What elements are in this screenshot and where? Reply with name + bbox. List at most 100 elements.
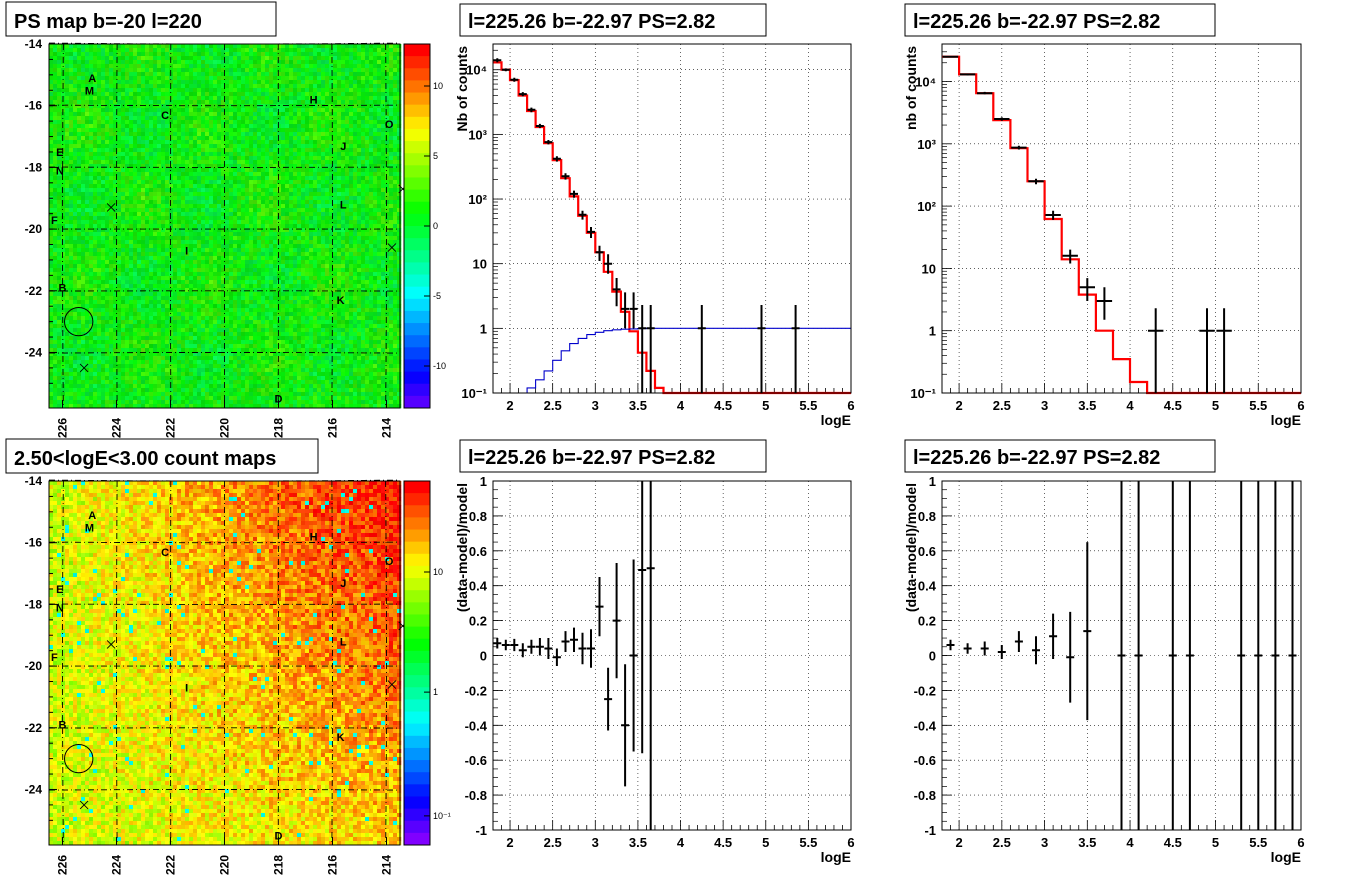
data-point [510, 77, 519, 82]
x-tick-label: 4 [1126, 398, 1134, 413]
map-x-tick-label: 226 [56, 855, 70, 875]
source-label-J: J [340, 141, 346, 153]
data-point [1134, 481, 1143, 830]
x-tick-label: 5 [1212, 398, 1219, 413]
map-x-tick-label: 224 [110, 855, 124, 875]
data-point [493, 638, 502, 649]
plot-frame [941, 43, 1302, 394]
ps-map-image [49, 44, 402, 409]
colorbar-tick-label: 10 [433, 567, 443, 577]
x-tick-label: 6 [1297, 835, 1304, 850]
panel-title: PS map b=-20 l=220 [14, 11, 202, 33]
x-axis-label: logE [1271, 849, 1301, 865]
colorbar-tick-label: 10⁻¹ [433, 811, 451, 821]
colorbar-tick-label: 0 [433, 221, 438, 231]
source-label-L: L [340, 199, 347, 211]
y-tick-label: 0.4 [918, 579, 937, 594]
x-axis-label: logE [821, 412, 851, 428]
source-label-B: B [59, 283, 67, 295]
data-point [570, 627, 578, 652]
panel-title-box [904, 439, 1216, 473]
data-point [1079, 278, 1095, 301]
source-label-L: L [340, 636, 347, 648]
x-tick-label: 6 [847, 398, 854, 413]
colorbar-tick-label: -5 [433, 291, 441, 301]
source-label-N: N [56, 602, 64, 614]
data-point [535, 638, 544, 656]
x-tick-label: 3.5 [629, 398, 647, 413]
source-label-F: F [51, 215, 58, 227]
data-point [1062, 249, 1078, 264]
source-label-O: O [385, 119, 394, 131]
source-circle [64, 306, 94, 337]
map-x-tick-label: 214 [380, 855, 394, 875]
plot-frame [492, 43, 852, 394]
y-tick-label: -0.6 [914, 753, 936, 768]
data-point [942, 55, 959, 58]
data-point [1045, 210, 1061, 220]
data-point [578, 632, 587, 665]
x-tick-label: 2.5 [993, 398, 1011, 413]
map-y-tick-label: -24 [25, 345, 43, 359]
y-tick-label: -0.4 [914, 718, 937, 733]
cross-marker [79, 363, 89, 373]
map-x-tick-label: 214 [380, 418, 394, 438]
y-tick-label: -0.8 [914, 788, 936, 803]
x-tick-label: 6 [847, 835, 854, 850]
data-point [1049, 613, 1058, 659]
data-point [994, 117, 1010, 121]
y-tick-label: 0 [929, 649, 936, 664]
y-tick-label: 1 [480, 321, 487, 336]
y-tick-label: -0.8 [465, 788, 487, 803]
data-point [612, 563, 621, 679]
y-axis-label: Nb of counts [454, 46, 470, 132]
data-point [697, 305, 706, 393]
panel-title-box [459, 439, 767, 473]
source-label-H: H [310, 532, 318, 544]
source-circle [64, 743, 94, 774]
data-point [1083, 542, 1092, 721]
y-tick-label: -0.2 [914, 683, 936, 698]
data-point [1288, 481, 1297, 830]
map-y-tick-label: -18 [25, 597, 43, 611]
y-tick-label: 10² [468, 192, 487, 207]
source-label-I: I [185, 246, 188, 258]
colorbar-tick-label: 1 [433, 687, 438, 697]
y-tick-label: 0.8 [469, 509, 487, 524]
x-tick-label: 3.5 [1078, 835, 1096, 850]
data-point [552, 648, 561, 666]
y-tick-label: 1 [929, 324, 936, 339]
data-point [518, 643, 527, 658]
y-tick-label: -1 [924, 823, 936, 838]
map-y-tick-label: -14 [25, 474, 43, 488]
y-tick-label: 10 [922, 261, 936, 276]
x-tick-label: 3 [1041, 835, 1048, 850]
x-tick-label: 4.5 [714, 835, 732, 850]
count-map-image [49, 481, 402, 846]
cross-marker [387, 680, 397, 689]
source-label-D: D [275, 394, 283, 406]
y-axis-label: (data-model)/model [454, 483, 470, 612]
colorbar-tick-label: 5 [433, 151, 438, 161]
y-tick-label: -0.4 [465, 718, 488, 733]
data-point [629, 559, 638, 752]
y-tick-label: 1 [929, 474, 936, 489]
x-tick-label: 4.5 [714, 398, 732, 413]
x-tick-label: 3 [592, 398, 599, 413]
map-y-tick-label: -22 [25, 284, 43, 298]
source-label-K: K [337, 732, 345, 744]
y-tick-label: 0.8 [918, 509, 936, 524]
map-x-tick-label: 226 [56, 418, 70, 438]
map-grid [48, 42, 401, 409]
source-label-F: F [51, 652, 58, 664]
y-tick-label: 10⁻¹ [910, 386, 936, 401]
x-tick-label: 5 [762, 398, 769, 413]
data-point [959, 73, 976, 76]
source-label-E: E [56, 584, 63, 596]
y-tick-label: 0.6 [918, 544, 936, 559]
x-tick-label: 4 [1126, 835, 1134, 850]
data-point [791, 305, 800, 393]
source-label-D: D [275, 831, 283, 843]
source-label-J: J [340, 578, 346, 590]
plot-frame [941, 480, 1302, 831]
